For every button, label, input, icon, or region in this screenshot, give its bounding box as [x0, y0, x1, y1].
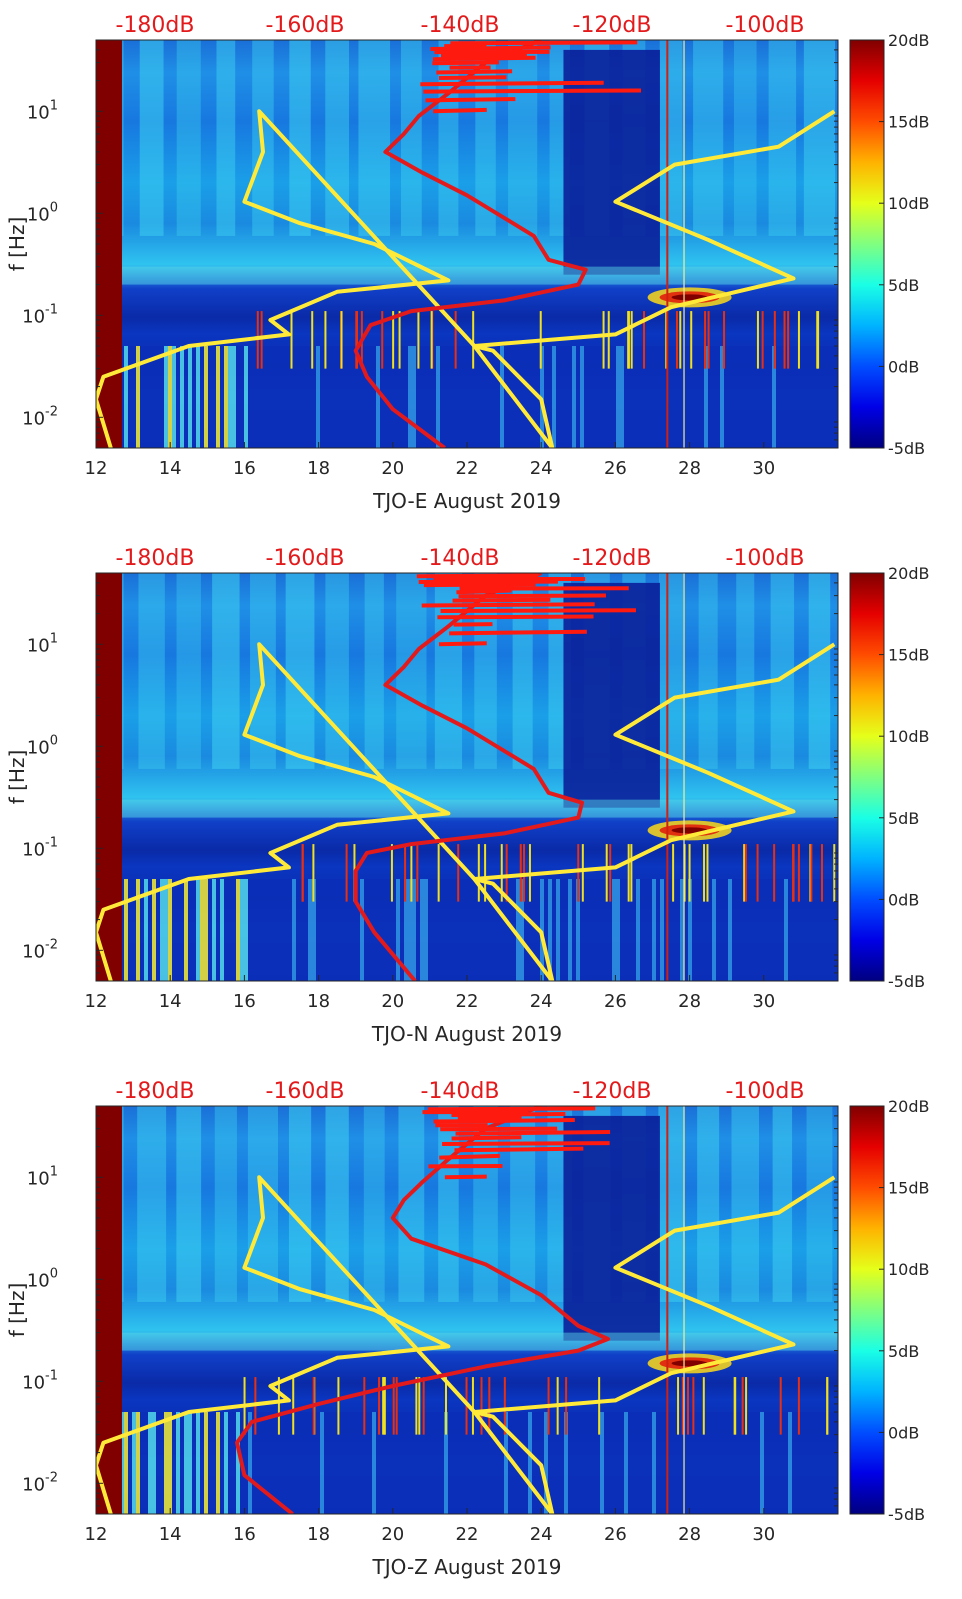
x-tick-label: 14 [159, 1524, 182, 1545]
y-tick-label: 10-2 [22, 404, 58, 429]
x-tick-label: 30 [752, 1524, 775, 1545]
top-db-label: -160dB [266, 13, 345, 38]
colorbar [849, 1105, 885, 1515]
top-db-label: -140dB [421, 13, 500, 38]
top-db-label: -120dB [573, 1079, 652, 1104]
y-tick-label: 10-1 [22, 835, 58, 860]
x-tick-label: 12 [85, 1524, 108, 1545]
spectrogram-svg: 12 14 16 18 20 22 24 26 28 30 10-2 10-1 100 101 TJO-N … [5, 546, 930, 1046]
x-tick-label: 22 [456, 991, 479, 1012]
x-tick-label: 18 [307, 1524, 330, 1545]
colorbar-label: 20dB [888, 31, 930, 50]
x-tick-label: 28 [678, 1524, 701, 1545]
x-tick-label: 26 [604, 1524, 627, 1545]
x-tick-label: 30 [752, 458, 775, 479]
top-db-label: -100dB [726, 1079, 805, 1104]
red-site-noise-line [235, 1106, 610, 1514]
chart-panel-vertical: 12 14 16 18 20 22 24 26 28 30 10-2 10-1 100 101 TJO-Z … [0, 1066, 962, 1599]
top-db-label: -160dB [266, 546, 345, 571]
top-db-label: -120dB [573, 13, 652, 38]
spectrogram-image [96, 40, 838, 448]
colorbar-label: 5dB [888, 809, 919, 828]
colorbar-label: 20dB [888, 1097, 930, 1116]
x-tick-label: 24 [530, 991, 553, 1012]
colorbar-label: 15dB [888, 1179, 930, 1198]
x-axis-label: TJO-E August 2019 [372, 489, 561, 513]
y-axis-label: f [Hz] [5, 1283, 29, 1338]
spectrogram-svg: 12 14 16 18 20 22 24 26 28 30 10-2 10-1 100 101 TJO-E … [5, 13, 930, 513]
y-tick-label: 101 [27, 1164, 58, 1189]
colorbar-label: 0dB [888, 1423, 919, 1442]
top-db-label: -100dB [726, 13, 805, 38]
x-tick-label: 12 [85, 991, 108, 1012]
x-tick-label: 24 [530, 458, 553, 479]
colorbar-label: 10dB [888, 727, 930, 746]
x-axis-label: TJO-Z August 2019 [372, 1555, 562, 1579]
x-tick-label: 20 [381, 1524, 404, 1545]
y-tick-label: 10-2 [22, 937, 58, 962]
colorbar [849, 572, 885, 982]
x-axis-label: TJO-N August 2019 [371, 1022, 562, 1046]
y-tick-label: 10-1 [22, 1368, 58, 1393]
top-db-label: -140dB [421, 1079, 500, 1104]
colorbar-label: -5dB [888, 972, 925, 991]
colorbar-label: 5dB [888, 1342, 919, 1361]
x-tick-label: 30 [752, 991, 775, 1012]
x-tick-label: 14 [159, 458, 182, 479]
x-tick-label: 18 [307, 458, 330, 479]
colorbar [849, 39, 885, 449]
y-axis-label: f [Hz] [5, 217, 29, 272]
top-db-label: -120dB [573, 546, 652, 571]
spectrogram-image [96, 573, 838, 981]
x-tick-label: 12 [85, 458, 108, 479]
red-site-noise-line [353, 573, 584, 981]
y-axis-label: f [Hz] [5, 750, 29, 805]
y-tick-label: 100 [27, 733, 58, 758]
chart-panel-east: 12 14 16 18 20 22 24 26 28 30 10-2 10-1 100 101 TJO-E … [0, 0, 962, 533]
top-db-label: -180dB [116, 1079, 195, 1104]
red-site-noise-line [353, 40, 588, 448]
top-db-label: -140dB [421, 546, 500, 571]
colorbar-label: -5dB [888, 439, 925, 458]
y-tick-label: 101 [27, 631, 58, 656]
yellow-noise-model-line [96, 1175, 836, 1514]
top-db-label: -180dB [116, 13, 195, 38]
x-tick-label: 20 [381, 458, 404, 479]
x-tick-label: 18 [307, 991, 330, 1012]
colorbar-label: 5dB [888, 276, 919, 295]
spectrogram-image [96, 1106, 838, 1514]
colorbar-label: 15dB [888, 646, 930, 665]
x-tick-label: 20 [381, 991, 404, 1012]
y-tick-label: 10-2 [22, 1470, 58, 1495]
yellow-noise-model-line [96, 642, 836, 981]
x-tick-label: 24 [530, 1524, 553, 1545]
colorbar-label: 10dB [888, 1260, 930, 1279]
colorbar-label: 10dB [888, 194, 930, 213]
yellow-noise-model-line [96, 109, 836, 448]
x-tick-label: 26 [604, 458, 627, 479]
x-tick-label: 14 [159, 991, 182, 1012]
colorbar-label: 15dB [888, 113, 930, 132]
x-tick-label: 26 [604, 991, 627, 1012]
top-db-label: -100dB [726, 546, 805, 571]
x-tick-label: 22 [456, 458, 479, 479]
spectrogram-svg: 12 14 16 18 20 22 24 26 28 30 10-2 10-1 100 101 TJO-Z … [5, 1079, 930, 1579]
x-tick-label: 16 [233, 458, 256, 479]
colorbar-label: 20dB [888, 564, 930, 583]
top-db-label: -180dB [116, 546, 195, 571]
x-tick-label: 22 [456, 1524, 479, 1545]
colorbar-label: -5dB [888, 1505, 925, 1524]
y-tick-label: 100 [27, 1266, 58, 1291]
top-db-label: -160dB [266, 1079, 345, 1104]
x-tick-label: 28 [678, 458, 701, 479]
colorbar-label: 0dB [888, 890, 919, 909]
x-tick-label: 16 [233, 1524, 256, 1545]
x-tick-label: 28 [678, 991, 701, 1012]
y-tick-label: 101 [27, 98, 58, 123]
y-tick-label: 10-1 [22, 302, 58, 327]
y-tick-label: 100 [27, 200, 58, 225]
chart-panel-north: 12 14 16 18 20 22 24 26 28 30 10-2 10-1 100 101 TJO-N … [0, 533, 962, 1066]
x-tick-label: 16 [233, 991, 256, 1012]
colorbar-label: 0dB [888, 357, 919, 376]
